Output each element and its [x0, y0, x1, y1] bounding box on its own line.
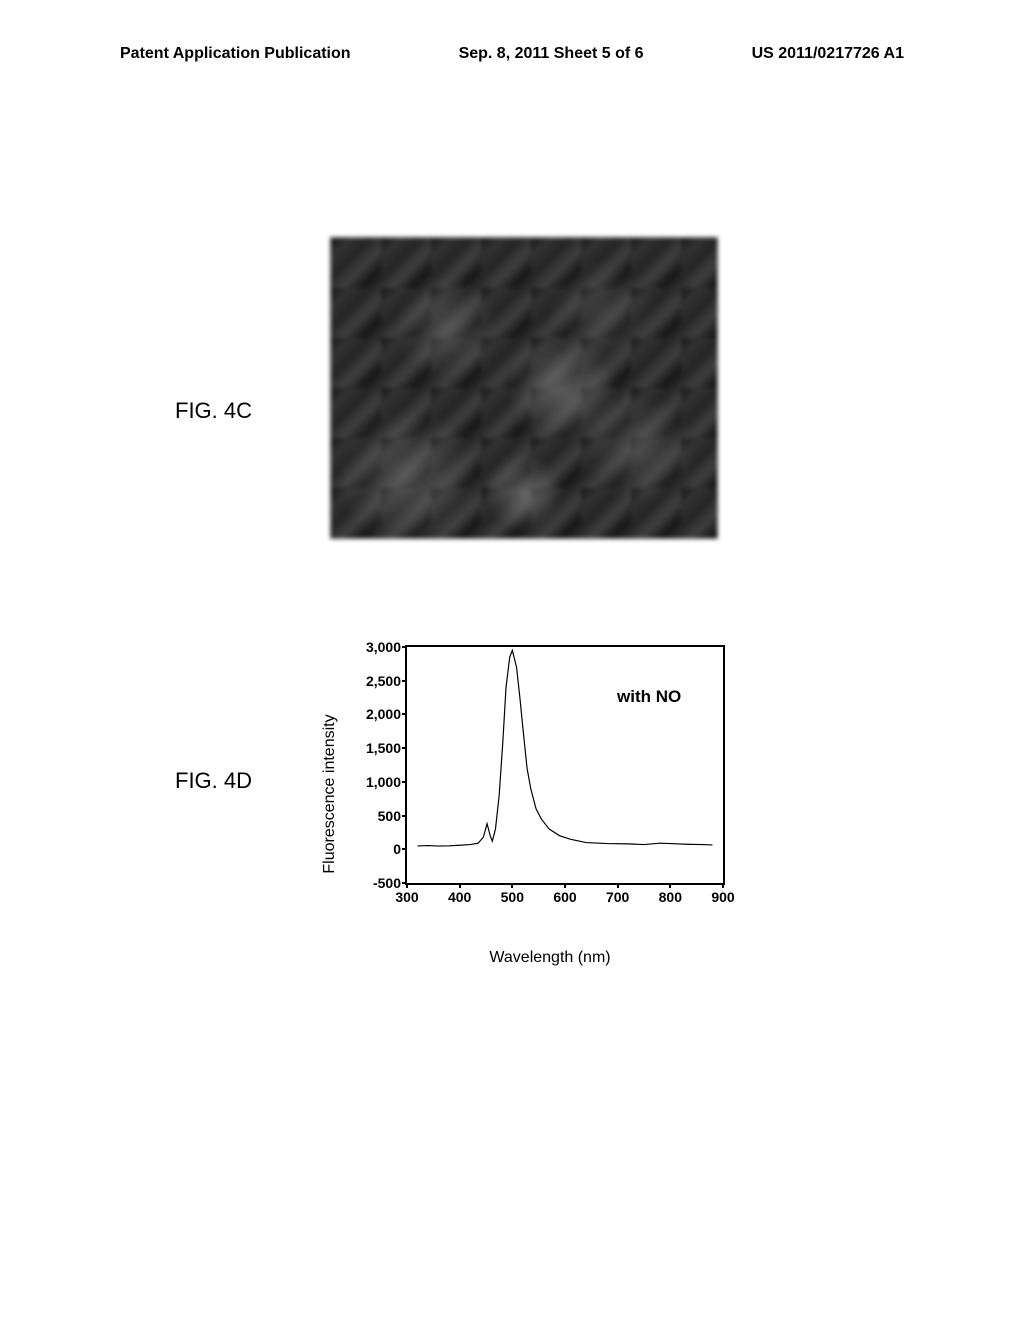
y-tick-mark	[402, 747, 407, 749]
x-tick-label: 700	[606, 889, 629, 905]
y-tick-label: 500	[378, 808, 401, 824]
figure-4d-label: FIG. 4D	[175, 768, 252, 794]
y-tick-label: 0	[393, 841, 401, 857]
x-tick-label: 600	[553, 889, 576, 905]
header-date-sheet: Sep. 8, 2011 Sheet 5 of 6	[459, 45, 644, 63]
page-header: Patent Application Publication Sep. 8, 2…	[0, 45, 1024, 63]
chart-plot-area: -50005001,0001,5002,0002,5003,000 300400…	[405, 645, 725, 885]
y-tick-label: 3,000	[366, 639, 401, 655]
figure-4c-microscopy-image	[330, 237, 718, 539]
y-tick-label: 1,000	[366, 774, 401, 790]
x-tick-label: 900	[711, 889, 734, 905]
figure-4c-label: FIG. 4C	[175, 398, 252, 424]
y-tick-label: 2,500	[366, 673, 401, 689]
y-tick-mark	[402, 815, 407, 817]
x-tick-mark	[564, 883, 566, 888]
x-tick-mark	[511, 883, 513, 888]
x-tick-label: 400	[448, 889, 471, 905]
x-tick-label: 300	[395, 889, 418, 905]
chart-x-axis-label: Wavelength (nm)	[489, 949, 610, 967]
x-tick-mark	[617, 883, 619, 888]
figure-4d-chart: Fluorescence intensity -50005001,0001,50…	[350, 645, 750, 925]
y-tick-mark	[402, 680, 407, 682]
chart-y-axis-label: Fluorescence intensity	[321, 714, 339, 873]
y-tick-label: 2,000	[366, 706, 401, 722]
x-tick-label: 500	[501, 889, 524, 905]
y-tick-mark	[402, 781, 407, 783]
y-tick-mark	[402, 646, 407, 648]
x-tick-label: 800	[659, 889, 682, 905]
chart-annotation: with NO	[617, 687, 681, 707]
header-publication: Patent Application Publication	[120, 45, 351, 63]
y-tick-mark	[402, 713, 407, 715]
x-tick-mark	[722, 883, 724, 888]
y-tick-mark	[402, 848, 407, 850]
chart-line-svg	[407, 647, 723, 883]
x-tick-mark	[406, 883, 408, 888]
header-patent-number: US 2011/0217726 A1	[752, 45, 904, 63]
x-tick-mark	[459, 883, 461, 888]
y-tick-label: 1,500	[366, 740, 401, 756]
x-tick-mark	[669, 883, 671, 888]
